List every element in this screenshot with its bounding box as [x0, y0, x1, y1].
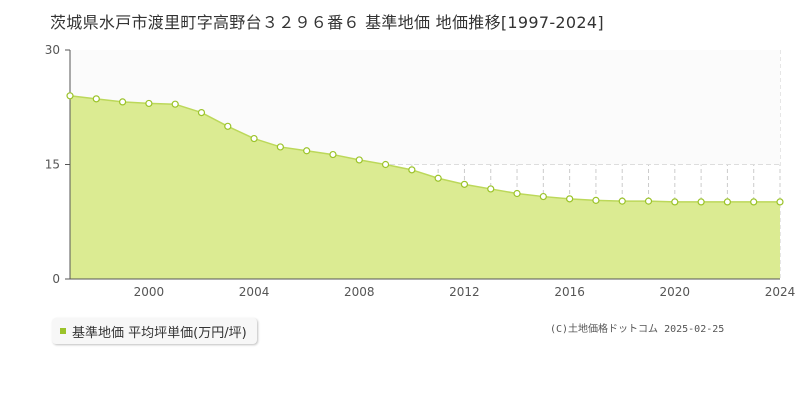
x-tick-label: 2020 — [660, 285, 691, 299]
data-point — [644, 197, 653, 205]
data-point — [276, 143, 284, 151]
x-tick-label: 2012 — [449, 285, 480, 299]
series-line — [69, 95, 780, 203]
data-point — [434, 174, 442, 182]
data-point — [671, 198, 679, 206]
axis-layer — [65, 49, 780, 280]
y-tick-label: 15 — [45, 158, 60, 172]
series-area — [70, 95, 780, 279]
legend: 基準地価 平均坪単価(万円/坪) — [52, 318, 257, 344]
data-point — [92, 95, 100, 103]
x-tick-label: 2008 — [344, 285, 375, 299]
data-point — [697, 198, 705, 206]
x-tick-label: 2016 — [554, 285, 585, 299]
data-point — [355, 156, 363, 164]
data-point — [381, 160, 390, 169]
data-point — [776, 198, 784, 206]
area-layer — [69, 95, 780, 279]
data-point — [408, 166, 416, 174]
point-layer — [66, 92, 784, 206]
chart-title: 茨城県水戸市渡里町字高野台３２９６番６ 基準地価 地価推移[1997-2024] — [50, 13, 604, 32]
data-point — [303, 147, 311, 155]
data-point — [723, 198, 732, 206]
data-point — [145, 99, 153, 108]
data-point — [513, 189, 521, 198]
data-point — [224, 122, 232, 130]
data-point — [539, 192, 547, 201]
legend-label: 基準地価 平均坪単価(万円/坪) — [72, 325, 247, 341]
y-tick-label: 0 — [52, 272, 60, 286]
copyright-text: (C)土地価格ドットコム 2025-02-25 — [550, 324, 725, 335]
data-point — [171, 100, 179, 108]
y-tick-label: 30 — [45, 43, 60, 57]
data-point — [66, 92, 74, 100]
data-point — [592, 196, 600, 204]
data-point — [329, 150, 337, 159]
data-point — [118, 98, 127, 106]
x-tick-label: 2024 — [765, 285, 796, 299]
data-point — [566, 195, 574, 203]
data-point — [460, 180, 469, 188]
legend-swatch — [60, 328, 66, 334]
data-point — [750, 198, 758, 206]
x-tick-label: 2004 — [239, 285, 270, 299]
x-tick-label: 2000 — [134, 285, 165, 299]
data-point — [250, 134, 258, 143]
data-point — [618, 197, 626, 205]
data-point — [197, 108, 206, 117]
label-layer: 0 15 30 2000 2004 2008 2012 2016 2020 2024 — [45, 43, 796, 299]
data-point — [487, 185, 495, 193]
